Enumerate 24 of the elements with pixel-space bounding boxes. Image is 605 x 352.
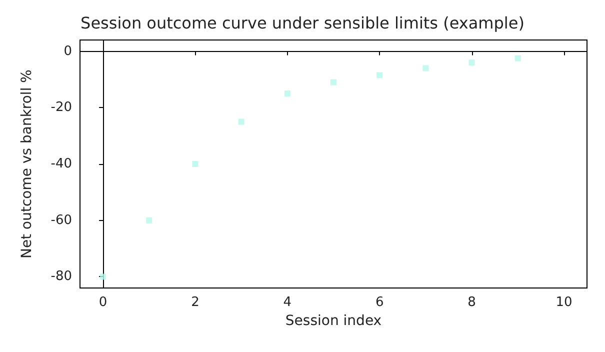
x-tick-label: 4 bbox=[283, 295, 292, 310]
point bbox=[192, 161, 198, 167]
point bbox=[100, 274, 106, 280]
point bbox=[146, 217, 152, 224]
y-tick-label: -20 bbox=[50, 100, 72, 116]
x-tick-label: 10 bbox=[556, 295, 572, 310]
chart-title: Session outcome curve under sensible limits (example) bbox=[80, 14, 524, 32]
y-tick-label: -60 bbox=[50, 212, 72, 228]
point bbox=[514, 55, 521, 62]
point bbox=[376, 72, 383, 78]
point bbox=[468, 60, 475, 66]
y-tick-label: -40 bbox=[50, 156, 72, 172]
x-tick-label: 0 bbox=[98, 295, 108, 310]
point bbox=[238, 118, 244, 125]
y-tick-label: 0 bbox=[64, 44, 72, 59]
point bbox=[422, 65, 429, 72]
x-tick-label: 8 bbox=[468, 295, 476, 310]
y-tick-label: -80 bbox=[50, 269, 72, 284]
x-tick-label: 6 bbox=[375, 295, 384, 310]
point bbox=[330, 79, 336, 86]
point bbox=[284, 90, 290, 97]
y-axis-title: Net outcome vs bankroll % bbox=[19, 70, 35, 258]
x-axis-title: Session index bbox=[285, 313, 382, 329]
x-tick-label: 2 bbox=[191, 295, 200, 310]
